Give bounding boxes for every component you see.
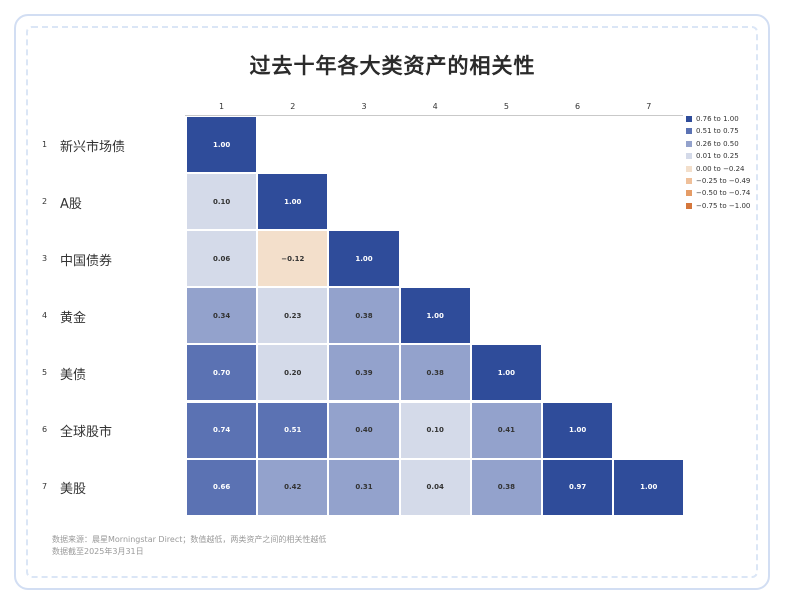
row-label: 黄金: [60, 310, 87, 326]
column-header: 7: [646, 102, 652, 111]
column-header: 4: [432, 102, 438, 111]
row-label: A股: [60, 196, 82, 212]
legend-label: 0.26 to 0.50: [696, 139, 739, 148]
heatmap-cell: 0.38: [399, 344, 471, 402]
heatmap-cell: 1.00: [613, 458, 685, 516]
column-header: 2: [290, 102, 296, 111]
heatmap-cell: 0.10: [186, 173, 258, 231]
source-line: 数据来源：晨星Morningstar Direct；数值越低，两类资产之间的相关…: [52, 535, 327, 544]
heatmap-cell: 0.41: [470, 401, 542, 459]
row-number: 5: [42, 367, 48, 377]
heatmap-cell: 1.00: [542, 401, 614, 459]
legend-swatch: [686, 190, 692, 197]
row-label: 新兴市场债: [60, 139, 126, 155]
row-number: 3: [42, 253, 48, 263]
row-number: 1: [42, 139, 48, 149]
source-note: 数据来源：晨星Morningstar Direct；数值越低，两类资产之间的相关…: [52, 534, 326, 558]
heatmap-cell: 0.31: [328, 458, 400, 516]
legend-swatch: [686, 177, 692, 184]
heatmap-cell: 1.00: [328, 230, 400, 288]
row-label: 中国债券: [60, 253, 113, 269]
column-header: 5: [503, 102, 509, 111]
heatmap-cell: 0.38: [470, 458, 542, 516]
legend-swatch: [686, 128, 692, 135]
legend-swatch: [686, 165, 692, 172]
heatmap-cell: 0.39: [328, 344, 400, 402]
heatmap-cell: 0.04: [399, 458, 471, 516]
heatmap-cell: 1.00: [257, 173, 329, 231]
heatmap-cell: 0.42: [257, 458, 329, 516]
row-label: 美股: [60, 482, 87, 498]
heatmap-cell: 1.00: [470, 344, 542, 402]
legend-label: −0.50 to −0.74: [696, 189, 751, 198]
legend-label: −0.25 to −0.49: [696, 176, 751, 185]
row-number: 6: [42, 425, 48, 435]
column-header: 1: [219, 102, 225, 111]
legend-label: 0.01 to 0.25: [696, 152, 739, 161]
legend-label: −0.75 to −1.00: [696, 201, 751, 210]
row-label: 全球股市: [60, 425, 113, 441]
chart-title: 过去十年各大类资产的相关性: [249, 54, 536, 78]
legend-swatch: [686, 140, 692, 147]
heatmap-cell: 0.74: [186, 401, 258, 459]
row-number: 2: [42, 196, 48, 206]
row-number: 7: [42, 482, 48, 492]
row-label: 美债: [60, 367, 87, 383]
heatmap-cell: 0.97: [542, 458, 614, 516]
legend-label: 0.51 to 0.75: [696, 127, 739, 136]
heatmap-cell: −0.12: [257, 230, 329, 288]
heatmap-cell: 0.66: [186, 458, 258, 516]
heatmap-cell: 1.00: [399, 287, 471, 345]
legend-swatch: [686, 202, 692, 209]
heatmap-cell: 1.00: [186, 116, 258, 174]
heatmap-cell: 0.20: [257, 344, 329, 402]
heatmap-cell: 0.70: [186, 344, 258, 402]
date-line: 数据截至2025年3月31日: [52, 547, 144, 556]
legend-swatch: [686, 153, 692, 160]
chart-inner-border: [26, 26, 758, 578]
column-header: 6: [575, 102, 581, 111]
heatmap-cell: 0.34: [186, 287, 258, 345]
heatmap-cell: 0.06: [186, 230, 258, 288]
row-number: 4: [42, 310, 48, 320]
legend-label: 0.76 to 1.00: [696, 115, 739, 123]
heatmap-cell: 0.38: [328, 287, 400, 345]
column-header: 3: [361, 102, 367, 111]
heatmap-cell: 0.10: [399, 401, 471, 459]
heatmap-cell: 0.23: [257, 287, 329, 345]
legend-label: 0.00 to −0.24: [696, 164, 745, 173]
heatmap-cell: 0.40: [328, 401, 400, 459]
header-divider: [185, 115, 683, 116]
legend-swatch: [686, 116, 692, 122]
heatmap-cell: 0.51: [257, 401, 329, 459]
